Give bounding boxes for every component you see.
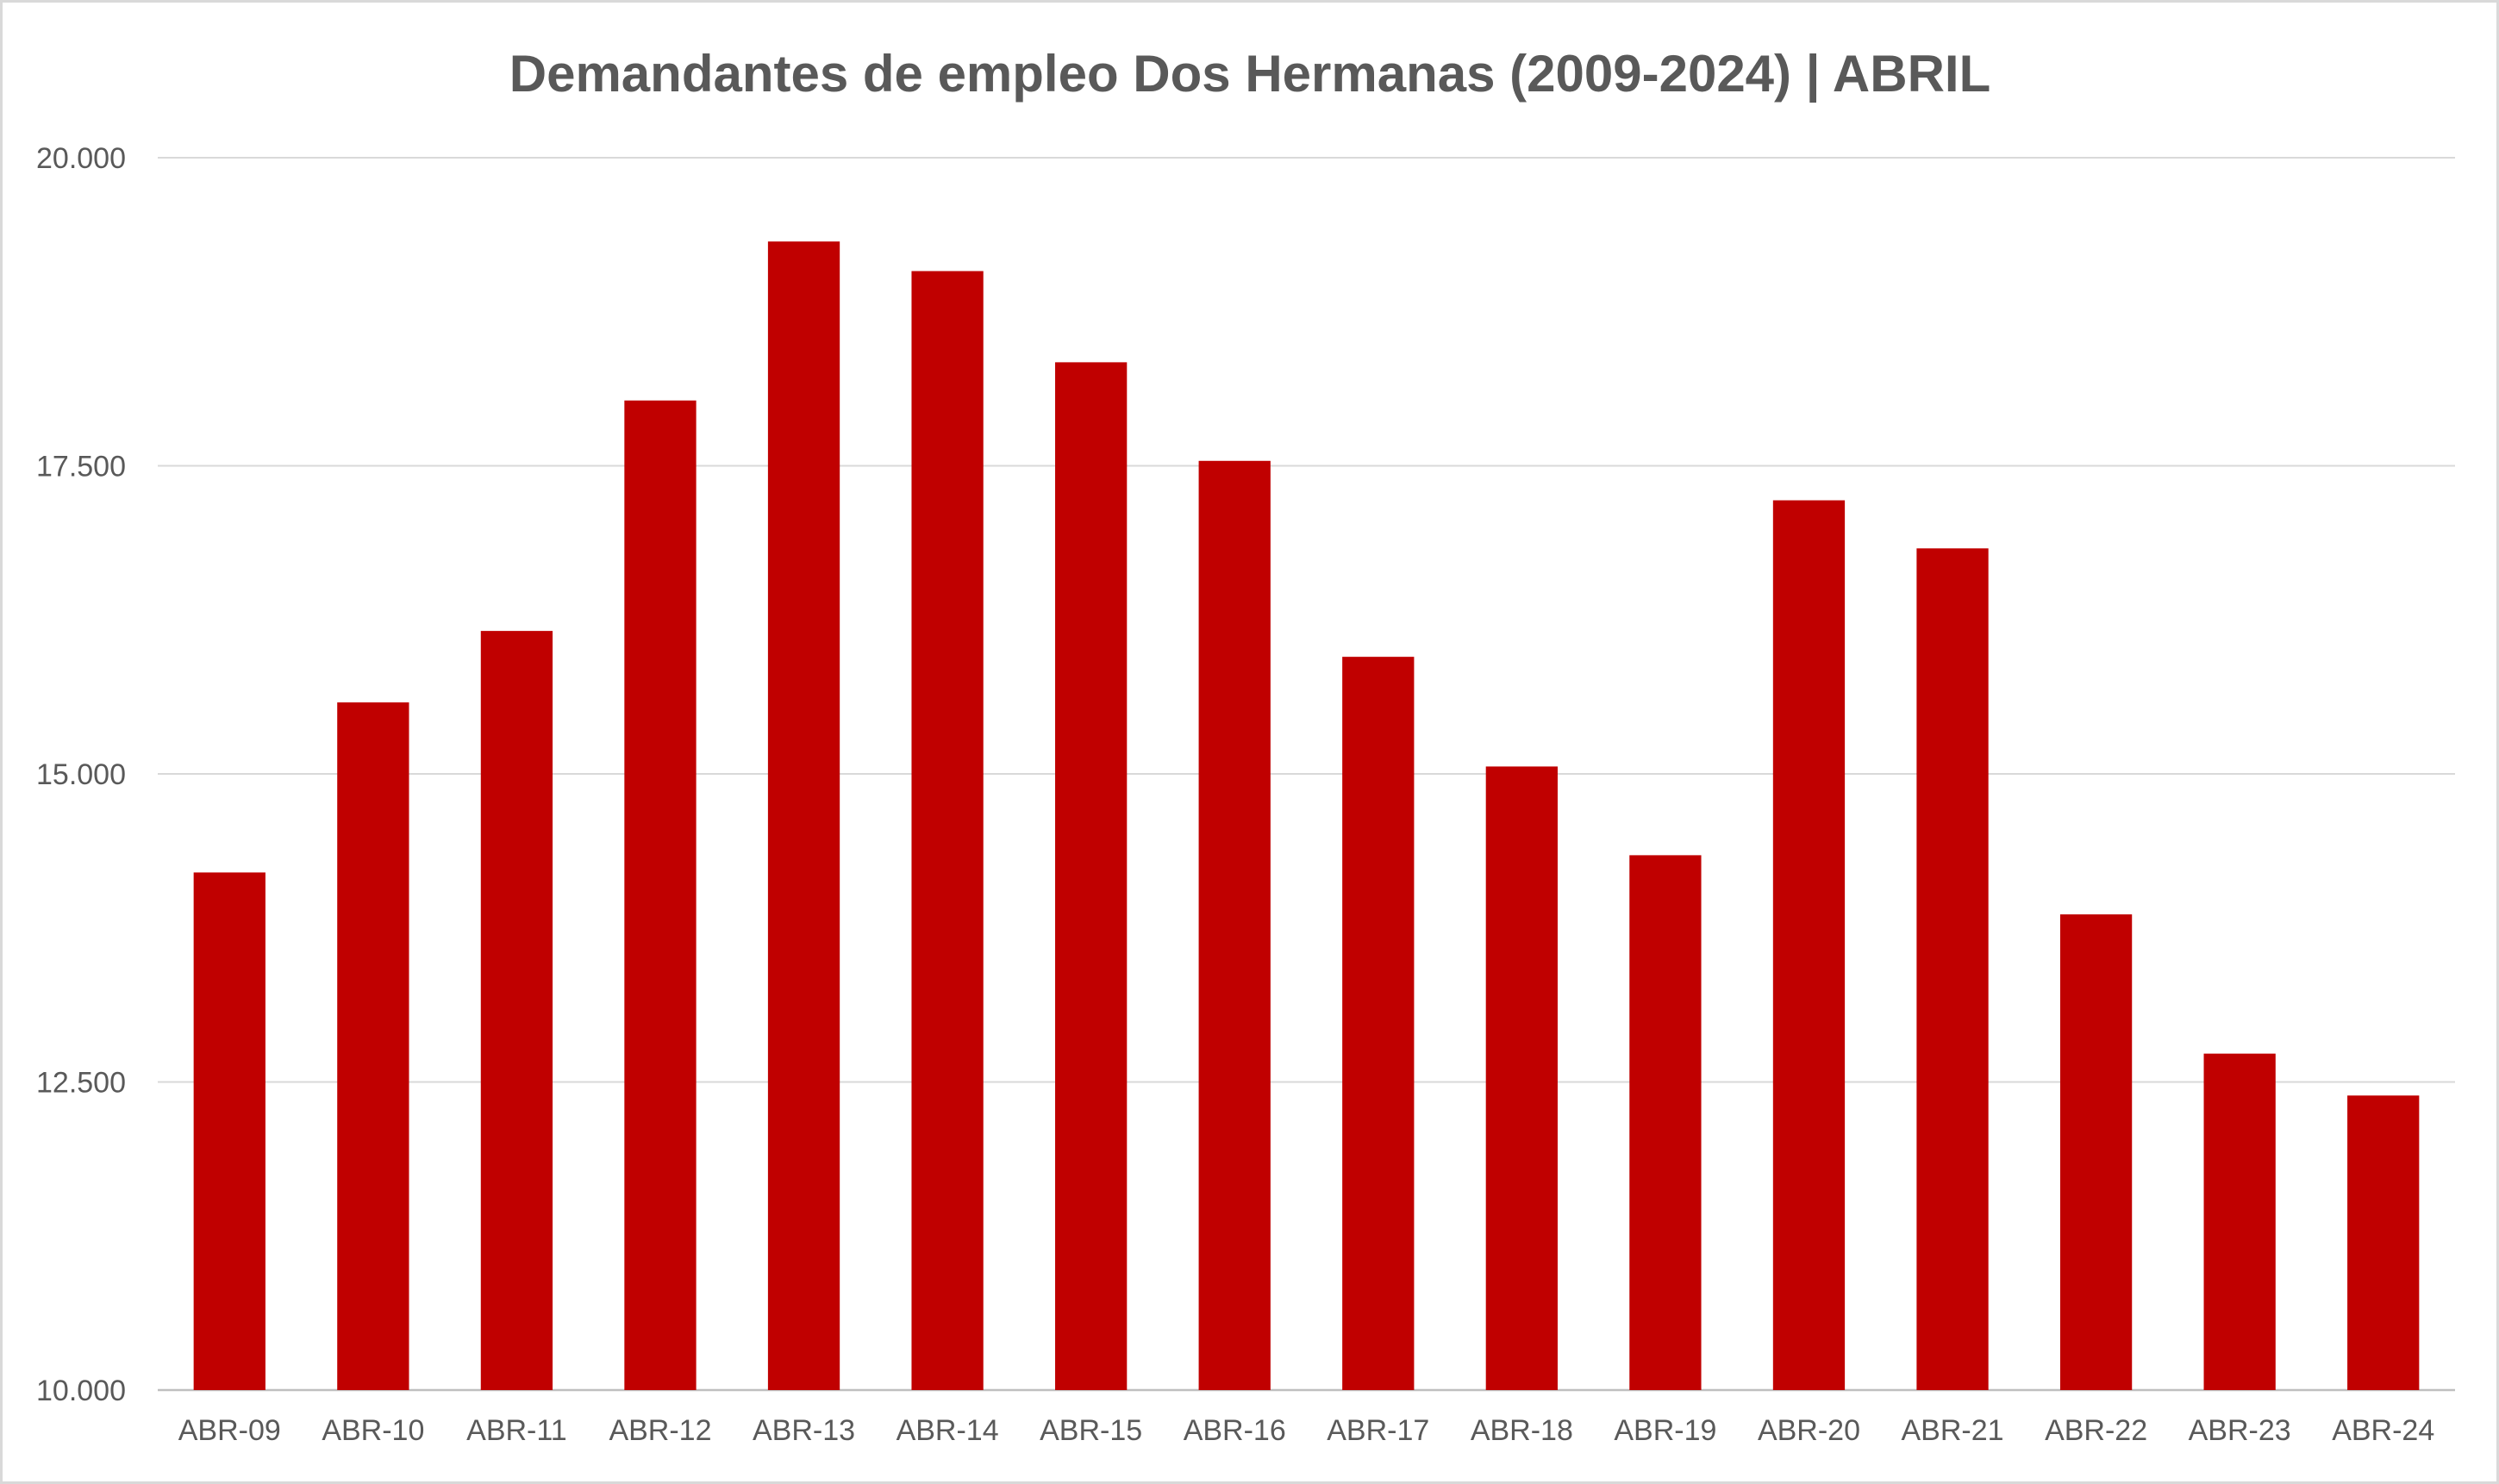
x-tick-label: ABR-12 [609, 1414, 711, 1447]
x-tick-label: ABR-18 [1471, 1414, 1573, 1447]
bar-abr-09 [193, 872, 266, 1390]
bar-abr-12 [624, 400, 697, 1391]
bar-abr-20 [1772, 500, 1846, 1390]
x-tick-label: ABR-13 [753, 1414, 855, 1447]
x-tick-label: ABR-23 [2189, 1414, 2291, 1447]
bar-abr-10 [337, 702, 409, 1390]
x-tick-label: ABR-20 [1758, 1414, 1860, 1447]
chart-title: Demandantes de empleo Dos Hermanas (2009… [509, 45, 1991, 103]
bar-abr-18 [1485, 766, 1558, 1390]
x-tick-label: ABR-17 [1327, 1414, 1429, 1447]
bars [193, 241, 2420, 1391]
bar-abr-19 [1629, 855, 1702, 1390]
bar-abr-13 [767, 241, 840, 1390]
bar-abr-15 [1055, 362, 1128, 1390]
bar-abr-16 [1198, 460, 1271, 1390]
x-tick-label: ABR-16 [1184, 1414, 1286, 1447]
x-tick-label: ABR-19 [1614, 1414, 1716, 1447]
bar-abr-24 [2347, 1095, 2420, 1390]
x-tick-label: ABR-09 [178, 1414, 281, 1447]
bar-chart: Demandantes de empleo Dos Hermanas (2009… [36, 45, 2455, 1447]
bar-abr-22 [2059, 914, 2133, 1390]
x-tick-label: ABR-22 [2045, 1414, 2147, 1447]
y-axis: 10.000 12.500 15.000 17.500 20.000 [36, 142, 126, 1407]
x-tick-label: ABR-11 [466, 1414, 567, 1447]
bar-abr-17 [1342, 657, 1415, 1390]
x-tick-label: ABR-24 [2332, 1414, 2434, 1447]
y-tick-label: 10.000 [36, 1375, 126, 1407]
x-axis: ABR-09 ABR-10 ABR-11 ABR-12 ABR-13 ABR-14 ABR-… [178, 1414, 2435, 1447]
y-tick-label: 17.500 [36, 451, 126, 483]
bar-abr-21 [1916, 548, 1989, 1390]
y-tick-label: 12.500 [36, 1067, 126, 1100]
bar-abr-23 [2203, 1053, 2276, 1390]
bar-abr-14 [911, 271, 984, 1390]
x-tick-label: ABR-10 [322, 1414, 424, 1447]
bar-abr-11 [480, 631, 553, 1390]
x-tick-label: ABR-14 [897, 1414, 999, 1447]
x-tick-label: ABR-21 [1902, 1414, 2004, 1447]
x-tick-label: ABR-15 [1040, 1414, 1142, 1447]
y-tick-label: 20.000 [36, 142, 126, 175]
y-tick-label: 15.000 [36, 758, 126, 791]
